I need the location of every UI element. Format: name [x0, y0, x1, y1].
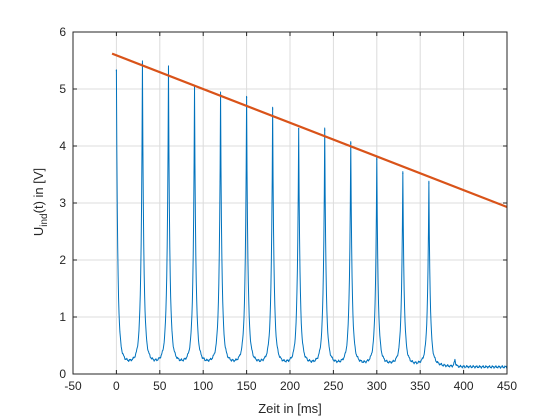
signal-peak-point — [402, 172, 404, 174]
y-axis-label-prefix: U — [31, 227, 46, 236]
y-axis-label-subscript: ind — [39, 213, 50, 226]
y-axis-label: Uind(t) in [V] — [31, 168, 50, 236]
x-tick-label: 250 — [323, 379, 343, 393]
x-tick-label: 200 — [280, 379, 300, 393]
y-tick-label: 0 — [59, 367, 66, 381]
signal-series-line — [115, 60, 508, 369]
signal-peak-point — [167, 68, 170, 70]
signal-peak-point — [428, 182, 430, 184]
x-tick-label: 300 — [367, 379, 387, 393]
signal-peak-point — [141, 62, 144, 64]
y-tick-label: 4 — [59, 139, 66, 153]
x-tick-label: 50 — [153, 379, 167, 393]
plot-series — [111, 52, 508, 369]
x-tick-label: 400 — [454, 379, 474, 393]
x-axis-label: Zeit in [ms] — [258, 401, 322, 416]
x-tick-label: 0 — [113, 379, 120, 393]
x-tick-label: 450 — [497, 379, 517, 393]
signal-peak-point — [115, 70, 117, 72]
signal-peak-point — [193, 88, 196, 90]
signal-peak-point — [272, 108, 274, 110]
signal-peak-point — [324, 129, 326, 131]
y-tick-label: 5 — [59, 82, 66, 96]
trend-line — [111, 52, 508, 209]
y-tick-label: 2 — [59, 253, 66, 267]
signal-peak-point — [376, 158, 378, 160]
y-axis-label-suffix: (t) in [V] — [31, 168, 46, 214]
signal-peak-point — [350, 142, 352, 144]
signal-peak-point — [298, 128, 300, 130]
grid-lines — [72, 31, 508, 375]
y-tick-label: 3 — [59, 196, 66, 210]
y-tick-label: 1 — [59, 310, 66, 324]
x-tick-label: 100 — [193, 379, 213, 393]
signal-peak-point — [246, 96, 248, 99]
x-tick-label: 150 — [237, 379, 257, 393]
x-tick-labels: -50 0 50 100 150 200 250 300 350 400 450 — [64, 379, 517, 393]
axes — [72, 31, 508, 375]
y-tick-label: 6 — [59, 25, 66, 39]
x-tick-label: 350 — [410, 379, 430, 393]
y-tick-labels: 0 1 2 3 4 5 6 — [59, 25, 66, 381]
x-tick-label: -50 — [64, 379, 82, 393]
